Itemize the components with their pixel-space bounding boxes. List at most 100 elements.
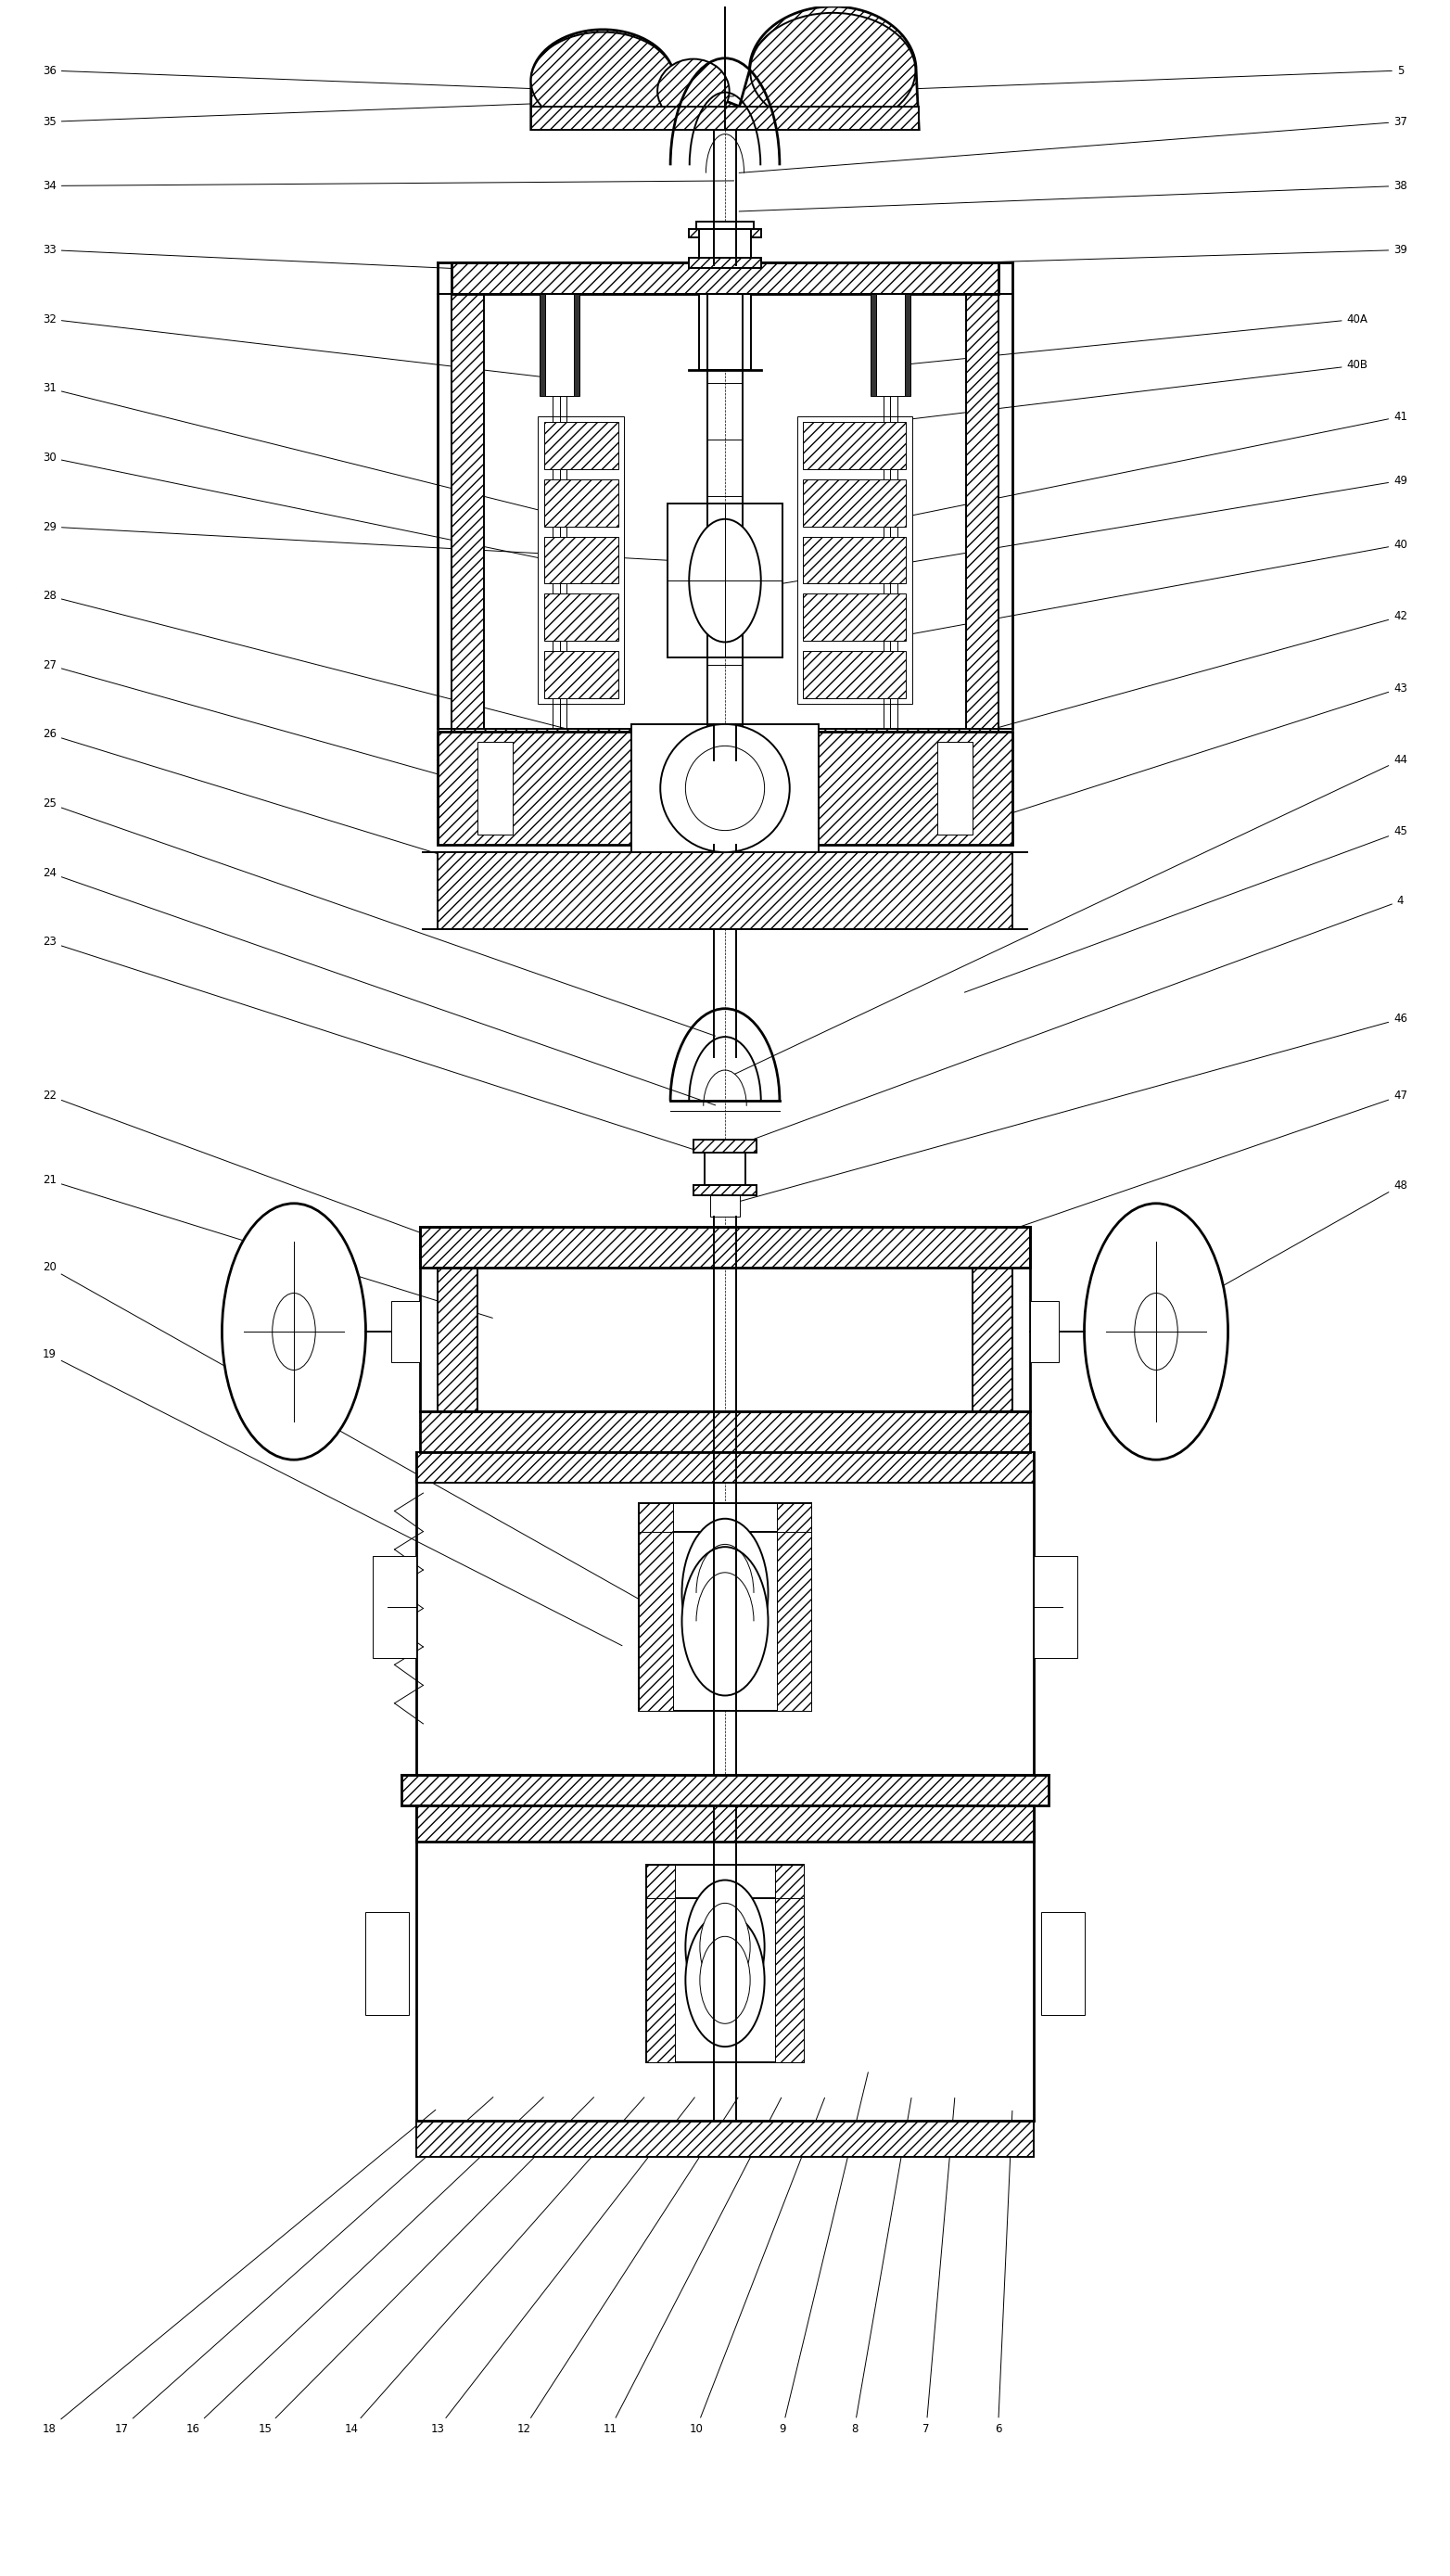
Text: 19: 19	[42, 1350, 622, 1646]
Bar	[803, 422, 906, 469]
Text: 21: 21	[42, 1175, 493, 1319]
Text: 13: 13	[431, 2097, 695, 2434]
Text: 16: 16	[186, 2097, 544, 2434]
Bar	[777, 1533, 811, 1710]
Bar	[416, 1453, 1034, 1484]
Text: 30: 30	[42, 451, 622, 574]
Bar	[645, 1899, 674, 2061]
Text: 18: 18	[42, 2110, 435, 2434]
Bar	[416, 2120, 1034, 2156]
Circle shape	[1134, 1293, 1177, 1370]
Text: 10: 10	[689, 2097, 825, 2434]
Bar	[420, 1412, 1030, 1453]
Bar	[798, 417, 912, 703]
Text: 32: 32	[42, 314, 550, 379]
Text: 8: 8	[851, 2097, 912, 2434]
Bar	[803, 595, 906, 641]
Text: 45: 45	[964, 827, 1408, 992]
Bar	[645, 1865, 805, 2030]
Text: 22: 22	[42, 1090, 457, 1247]
Bar	[420, 1226, 1030, 1267]
Bar	[639, 1504, 673, 1682]
Bar	[531, 106, 919, 129]
Ellipse shape	[700, 1937, 750, 2025]
Bar	[639, 1533, 811, 1710]
Bar	[639, 1504, 811, 1682]
Bar	[544, 536, 619, 585]
Bar	[972, 1267, 1012, 1412]
Bar	[699, 229, 751, 260]
Ellipse shape	[682, 1520, 769, 1667]
Bar	[438, 1267, 478, 1412]
Circle shape	[273, 1293, 316, 1370]
Bar	[693, 1185, 757, 1195]
Text: 28: 28	[42, 590, 715, 768]
Ellipse shape	[660, 724, 790, 853]
Bar	[452, 263, 998, 294]
Text: 41: 41	[871, 410, 1408, 523]
Bar	[438, 732, 1012, 845]
Ellipse shape	[531, 31, 674, 129]
Bar	[1034, 1556, 1077, 1659]
Text: 43: 43	[972, 683, 1408, 827]
Bar	[544, 652, 619, 698]
Bar	[544, 595, 619, 641]
Text: 12: 12	[516, 2097, 738, 2434]
Bar	[803, 479, 906, 526]
Bar	[967, 294, 998, 729]
Bar	[478, 742, 512, 835]
Bar	[545, 294, 574, 397]
Bar	[705, 1151, 745, 1185]
Text: 31: 31	[42, 381, 593, 523]
Text: 26: 26	[42, 729, 464, 863]
Text: 40: 40	[813, 538, 1408, 652]
Bar	[689, 229, 761, 237]
Bar	[1030, 1301, 1058, 1363]
Ellipse shape	[750, 13, 915, 129]
Bar	[667, 505, 783, 657]
Text: 33: 33	[42, 245, 550, 273]
Text: 15: 15	[258, 2097, 594, 2434]
Text: 40A: 40A	[900, 314, 1367, 366]
Bar	[632, 724, 818, 853]
Bar	[803, 536, 906, 585]
Ellipse shape	[686, 1880, 764, 2014]
Text: 27: 27	[42, 659, 486, 788]
Circle shape	[1085, 1203, 1228, 1461]
Bar	[539, 294, 580, 397]
Bar	[870, 294, 911, 397]
Text: 39: 39	[972, 245, 1408, 263]
Text: 37: 37	[740, 116, 1408, 173]
Ellipse shape	[686, 747, 764, 829]
Text: 23: 23	[42, 935, 715, 1157]
Bar	[639, 1533, 673, 1710]
Text: 6: 6	[995, 2110, 1012, 2434]
Bar	[776, 1899, 805, 2061]
Bar	[452, 729, 998, 760]
Text: 38: 38	[740, 180, 1408, 211]
Text: 42: 42	[735, 611, 1408, 801]
Polygon shape	[531, 8, 919, 129]
Text: 47: 47	[993, 1090, 1408, 1236]
Bar	[777, 1504, 811, 1682]
Bar	[416, 1806, 1034, 1842]
Text: 48: 48	[1144, 1180, 1408, 1329]
Bar	[402, 1775, 1048, 1806]
Bar	[538, 417, 625, 703]
Bar	[876, 294, 905, 397]
Bar	[645, 1899, 805, 2061]
Text: 7: 7	[922, 2097, 954, 2434]
Bar	[645, 1865, 674, 2030]
Text: 5: 5	[857, 64, 1404, 90]
Text: 24: 24	[42, 866, 715, 1105]
Bar	[365, 1911, 409, 2014]
Bar	[696, 222, 754, 229]
Ellipse shape	[657, 59, 729, 124]
Text: 35: 35	[42, 95, 734, 129]
Text: 44: 44	[735, 755, 1408, 1074]
Bar	[544, 479, 619, 526]
Ellipse shape	[700, 1904, 750, 1991]
Bar	[373, 1556, 416, 1659]
Text: 46: 46	[735, 1012, 1408, 1203]
Text: 4: 4	[735, 894, 1404, 1146]
